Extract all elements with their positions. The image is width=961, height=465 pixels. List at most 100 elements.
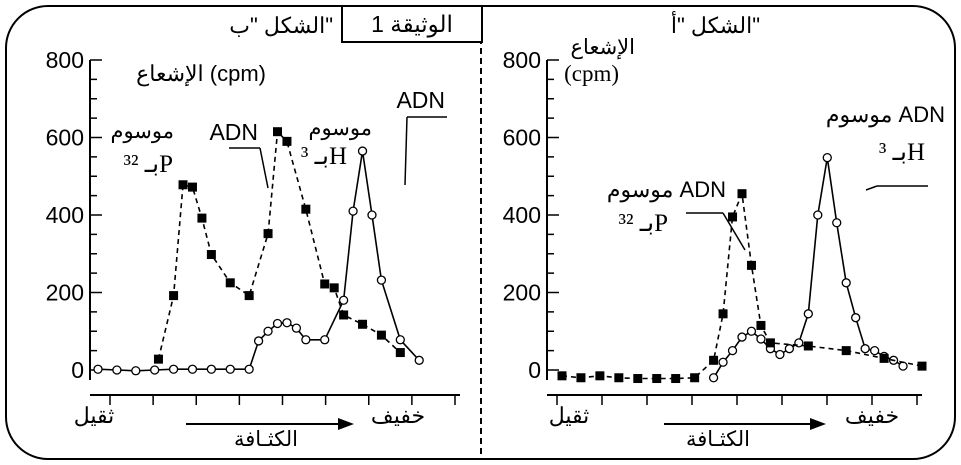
panel-a-series-p-point	[803, 341, 813, 351]
panel-b-series-h-point	[93, 364, 103, 374]
panel-a-series-p-point	[633, 374, 643, 384]
panel-b-series-p-point	[282, 136, 292, 146]
panel-b-series-p-point	[197, 213, 207, 223]
panel-b-series-h-point	[395, 335, 405, 345]
panel-a-series-p-point	[718, 309, 728, 319]
panel-a-series-h-point	[841, 278, 851, 288]
panel-b-series-p-point	[320, 279, 330, 289]
panel-figure-a: الشكل "أ" الإشعاع (cpm) موسوم ADN بـ ³H …	[503, 10, 945, 451]
panel-a-series-p-point	[728, 212, 738, 222]
panel-a-y-tick-label: 200	[503, 280, 541, 306]
panel-b-series-h-label-line3: بـ ³H	[301, 143, 347, 170]
panel-b-series-h-point	[206, 364, 217, 374]
panel-a-y-tick-label: 800	[503, 47, 541, 73]
panel-a-series-h-point	[718, 357, 728, 367]
panel-a-series-p-label-line2: بـ ³²P	[619, 210, 668, 237]
panel-a-series-p-leader	[722, 212, 746, 251]
panel-b-series-h-point	[338, 295, 349, 305]
panel-a-x-right-label: خفيف	[845, 403, 899, 428]
panel-b-density-label: الكثـافة	[234, 428, 298, 451]
panel-a-y-tick-label: 0	[528, 357, 541, 383]
panel-b-series-p-point	[187, 182, 197, 192]
panel-a-series-p-point	[709, 355, 719, 365]
panel-b-y-tick-label: 400	[46, 202, 84, 228]
panel-b-series-h-point	[187, 364, 198, 374]
panel-b-x-right-label: خفيف	[371, 403, 425, 428]
panel-a-series-p-point	[671, 374, 681, 384]
panel-b-series-p-point	[358, 319, 368, 329]
panel-b-y-tick-label: 200	[46, 280, 84, 306]
panel-a-series-h-point	[822, 152, 832, 163]
panel-a-x-left-label: ثقيل	[549, 403, 590, 428]
panel-a-series-h-point	[851, 313, 861, 323]
panel-a-series-h-point	[784, 344, 795, 354]
document-title: الوثيقة 1	[371, 11, 453, 38]
panel-b-series-h-point	[244, 364, 254, 374]
panel-a-series-p-point	[652, 374, 662, 384]
panel-b-ylabel: الإشعاع (cpm)	[136, 61, 266, 87]
panel-b-series-h-point	[168, 364, 179, 374]
panel-a-series-h-point	[832, 218, 842, 228]
panel-a-series-p-point	[576, 373, 586, 383]
panel-b-series-h-point	[357, 146, 368, 156]
panel-b-series-p-point	[376, 330, 386, 340]
panel-b-y-tick-label: 0	[71, 357, 84, 383]
panel-b-series-p-point	[273, 127, 282, 137]
panel-a-series-h-point	[860, 344, 870, 354]
panel-a-series-p-point	[746, 260, 756, 270]
panel-b-series-p-point	[329, 283, 339, 293]
panel-a-series-p-point	[765, 338, 775, 348]
panel-a-series-h-point	[803, 309, 813, 319]
panel-b-series-h-point	[263, 326, 273, 336]
panel-b-title: الشكل "ب"	[229, 13, 333, 38]
panel-b-series-h-point	[253, 336, 264, 346]
panel-b-series-h-point	[376, 275, 387, 285]
panel-a-series-h-point	[746, 326, 757, 336]
panel-b-series-p-label-line1: ADN	[209, 119, 258, 145]
panel-a-series-p-label-line1: موسوم ADN	[607, 177, 726, 203]
panel-b-series-p-label-line3: بـ ³²P	[124, 151, 173, 178]
panel-b-series-p-point	[339, 310, 349, 320]
panel-b-series-h-label-line2: موسوم	[308, 117, 372, 141]
panel-a-density-arrowhead	[810, 418, 826, 430]
panel-b-series-h-label-line1: ADN	[396, 87, 445, 113]
document-title-box	[341, 5, 483, 43]
panel-a-series-p-point	[737, 189, 747, 199]
panel-a-plot: 0 200 400 600 800	[503, 47, 927, 405]
panel-a-y-tick-label: 600	[503, 125, 541, 151]
panel-a-series-p-point	[917, 361, 927, 371]
panel-b-y-tick-label: 800	[46, 47, 84, 73]
panel-b-series-h-point	[131, 366, 141, 376]
panel-a-series-h-point	[869, 345, 880, 356]
panel-b-series-p-point	[169, 291, 179, 301]
panel-a-ylabel-line1: الإشعاع	[571, 36, 635, 60]
panel-b-series-h-point	[320, 335, 330, 345]
panel-b-series-p-point	[225, 278, 235, 288]
panel-b-series-h-point	[367, 210, 377, 220]
panel-b-y-tick-label: 600	[46, 125, 84, 151]
panel-a-series-p-point	[557, 371, 567, 381]
panel-b-series-p-point	[301, 204, 311, 214]
panel-b-x-left-label: ثقيل	[74, 403, 115, 428]
panel-a-series-h-point	[813, 210, 823, 220]
panel-a-title: الشكل "أ"	[671, 10, 760, 38]
panel-b-series-p-point	[263, 229, 273, 239]
panel-b-series-h-point	[301, 335, 311, 345]
panel-a-series-h-point	[756, 334, 766, 344]
panel-b-series-p-point	[395, 348, 405, 358]
panel-b-series-h-point	[291, 323, 302, 333]
panel-b-series-p-leader	[259, 147, 269, 189]
panel-a-series-h-point	[708, 373, 719, 383]
panel-figure-b: الشكل "ب" الإشعاع (cpm) ADN موسوم بـ ³H …	[46, 13, 460, 451]
panel-b-series-h-point	[414, 355, 424, 365]
panel-b-series-h-point	[272, 318, 283, 329]
panel-b-series-h-point	[282, 318, 292, 328]
panel-b-series-p-label-line2: موسوم	[110, 120, 174, 144]
panel-b-series-p-point	[153, 354, 163, 364]
panel-b-series-h-point	[150, 365, 160, 375]
panel-a-series-h-point	[737, 332, 747, 342]
panel-b-series-p-point	[178, 180, 188, 190]
panel-a-series-p-point	[595, 371, 605, 381]
panel-b-density-arrowhead	[338, 418, 354, 430]
panel-a-series-h-point	[727, 345, 738, 356]
